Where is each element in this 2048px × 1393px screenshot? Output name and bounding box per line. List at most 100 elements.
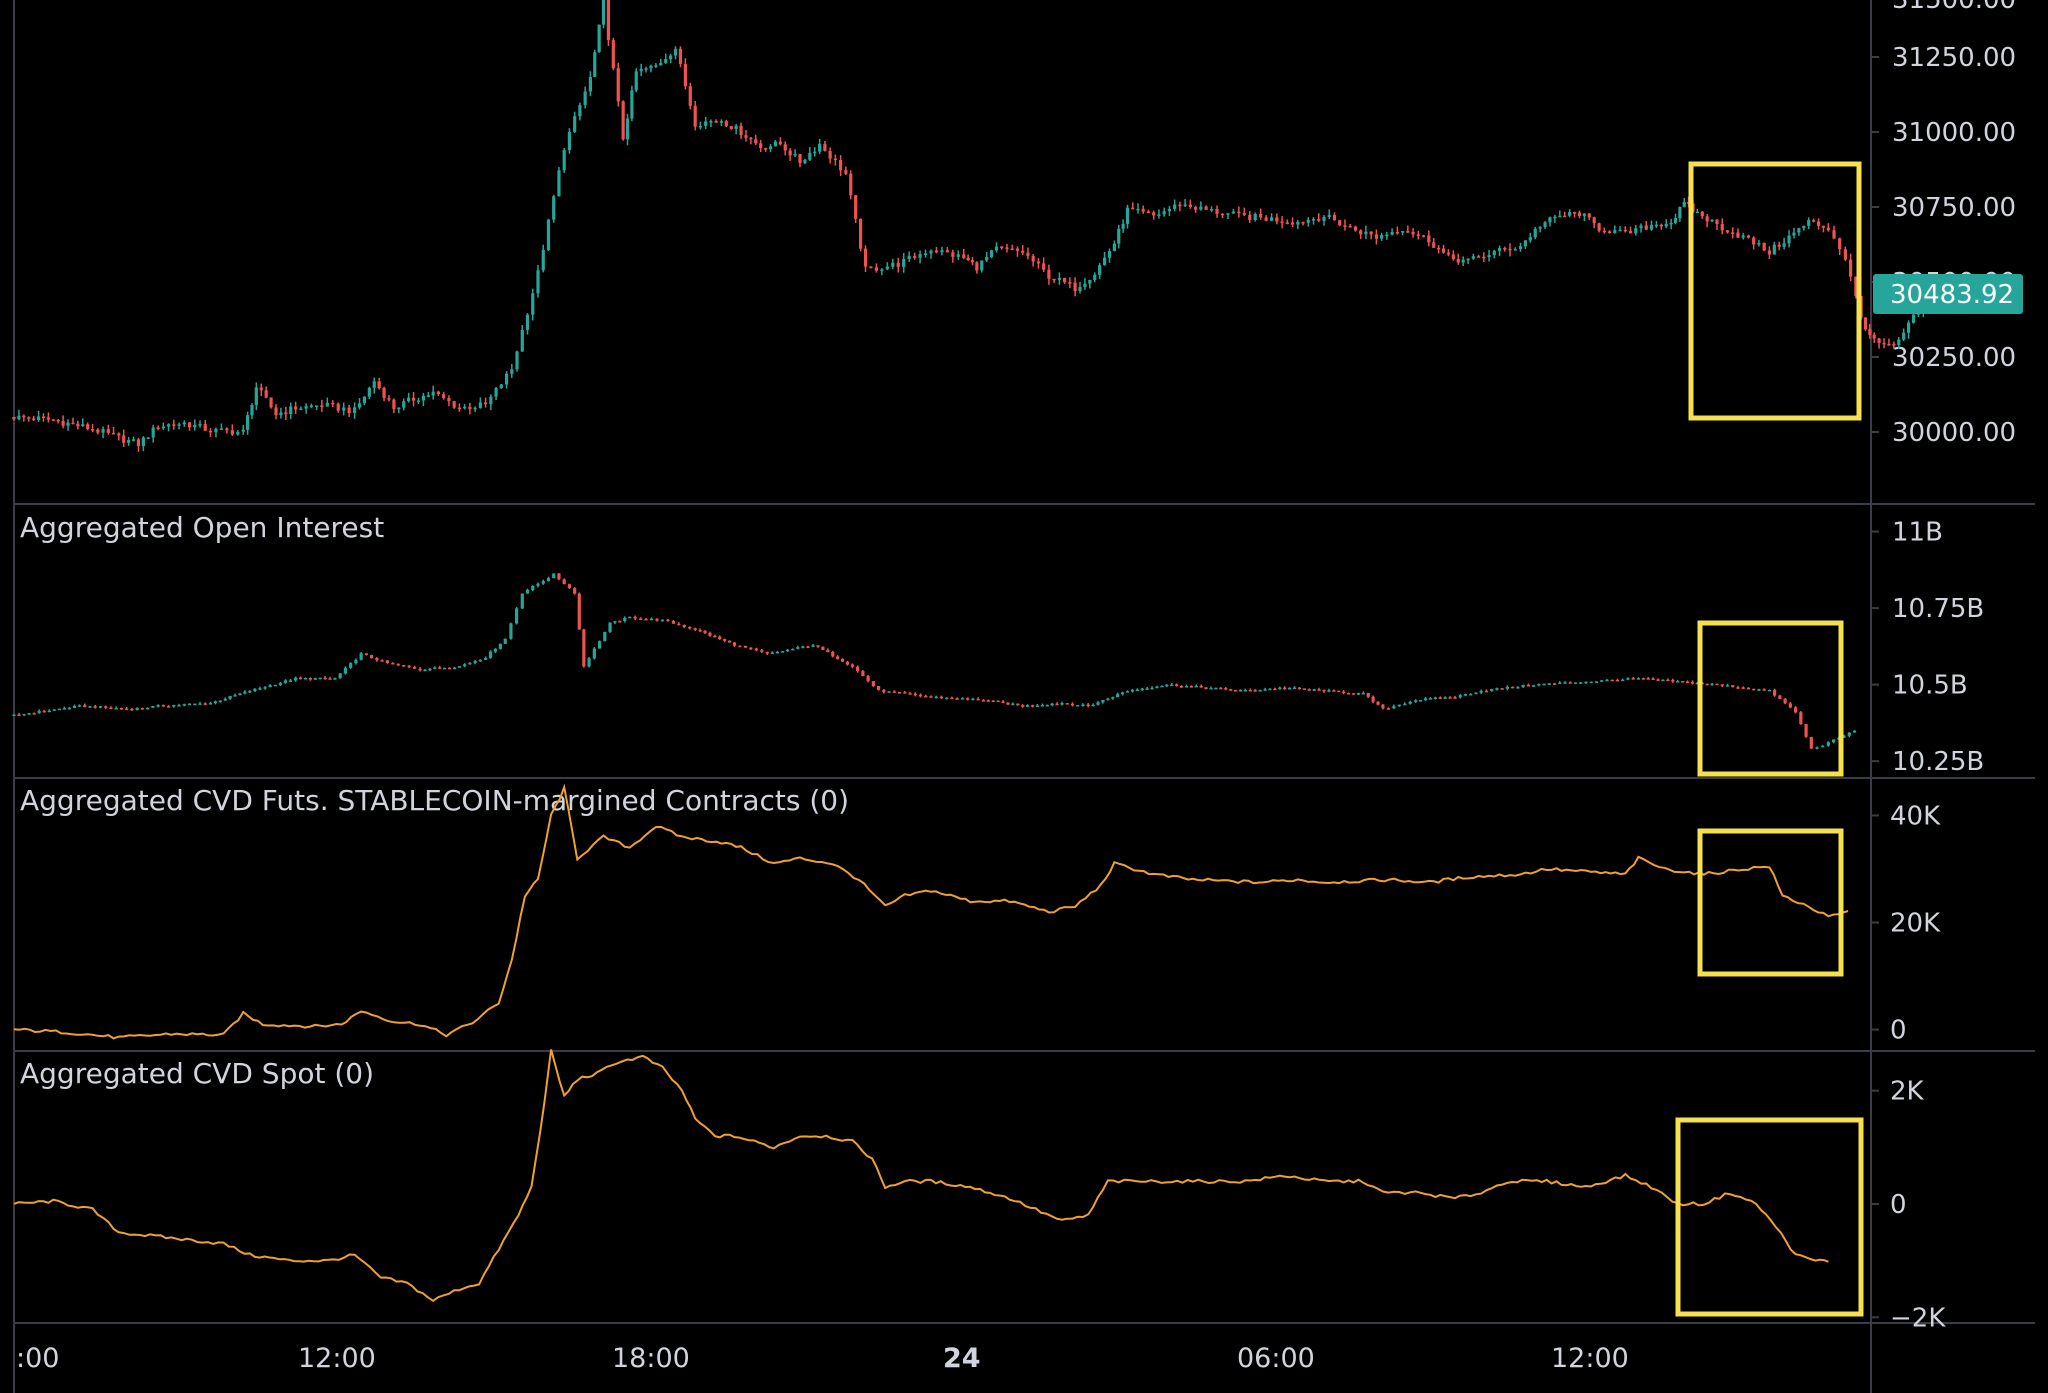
candle [1623, 226, 1627, 233]
candle-body [1204, 687, 1208, 689]
candle-body [219, 428, 224, 430]
candle [882, 688, 886, 694]
candle-body [1582, 213, 1586, 216]
candle-body [349, 662, 353, 668]
candle [1809, 736, 1813, 750]
candle [1209, 206, 1214, 213]
candle-body [1538, 227, 1542, 229]
candle [146, 707, 150, 710]
candle [294, 676, 298, 682]
candle-body [1495, 688, 1499, 690]
candle-body [331, 402, 335, 405]
candle [1101, 699, 1105, 704]
candle-body [1736, 687, 1740, 689]
candle [793, 149, 797, 158]
candle-body [1150, 687, 1154, 690]
candle-body [704, 121, 708, 126]
candle-body [583, 91, 587, 106]
candle [318, 677, 322, 680]
candle-body [81, 424, 85, 427]
candle-body [918, 694, 923, 697]
candle-body [754, 139, 758, 144]
candle [1715, 683, 1719, 686]
candle-body [298, 677, 303, 680]
candle [1605, 678, 1609, 682]
candle [457, 666, 461, 668]
candle [1070, 702, 1075, 707]
time-label-2: 18:00 [612, 1343, 690, 1374]
candle [1715, 219, 1719, 231]
candle [985, 252, 989, 263]
candle-body [109, 707, 113, 710]
candle [1484, 689, 1489, 693]
candle-body [1173, 204, 1177, 209]
candle [709, 119, 713, 128]
candle-body [727, 640, 732, 643]
candle-body [1215, 209, 1219, 214]
candle-body [303, 677, 308, 680]
candle-body [214, 428, 218, 433]
candle [12, 714, 16, 716]
candle-body [1233, 690, 1238, 692]
candle [1597, 222, 1601, 233]
candle-body [1911, 314, 1916, 323]
candle-body [1403, 703, 1407, 706]
candle [749, 136, 753, 145]
candle [1906, 320, 1911, 339]
candle-body [759, 143, 763, 149]
candle-body [1678, 206, 1682, 219]
candle [1146, 209, 1151, 214]
candle [402, 664, 406, 667]
candle [1783, 698, 1787, 705]
candle [299, 406, 303, 411]
candle-body [603, 631, 607, 642]
candle-body [1797, 228, 1801, 233]
candle [1615, 678, 1620, 682]
candle [831, 650, 835, 658]
candle [223, 697, 227, 701]
candle [436, 390, 441, 397]
candle-body [1030, 705, 1035, 707]
candle-body [1792, 232, 1796, 236]
candle [1882, 338, 1886, 349]
candle [903, 691, 907, 694]
candle [331, 400, 335, 408]
candle [976, 697, 980, 701]
candle [1594, 681, 1599, 683]
candle [546, 218, 551, 252]
candle [1863, 317, 1868, 331]
candle [1816, 218, 1821, 230]
candle-body [1821, 225, 1826, 228]
pane-separators [13, 0, 2035, 1393]
candle-body [557, 170, 561, 197]
candle-body [1136, 208, 1140, 211]
candle [644, 618, 648, 621]
candle [1248, 688, 1252, 692]
candle-body [616, 68, 620, 102]
candle [1390, 228, 1394, 236]
candle [225, 427, 229, 434]
candle [219, 423, 224, 430]
candle [241, 424, 245, 435]
candle [1812, 218, 1816, 223]
candle [313, 677, 317, 680]
candle [333, 677, 337, 680]
candle-body [821, 646, 825, 650]
candle-body [573, 588, 577, 594]
candle-body [1204, 206, 1208, 210]
candle-body [749, 137, 753, 140]
candle [698, 121, 703, 130]
candle-body [951, 252, 955, 257]
candle [418, 667, 422, 672]
candle [1297, 687, 1302, 690]
candle-body [1710, 683, 1714, 686]
candle [1055, 702, 1059, 706]
pane-cvd-spot-tick-label: 0 [1890, 1190, 1907, 1220]
candle [407, 392, 411, 403]
candle-body [1385, 234, 1389, 237]
candle [367, 386, 371, 400]
candle-body [413, 667, 417, 669]
candle-body [573, 116, 577, 132]
candle [994, 242, 999, 253]
candle-body [630, 90, 634, 119]
